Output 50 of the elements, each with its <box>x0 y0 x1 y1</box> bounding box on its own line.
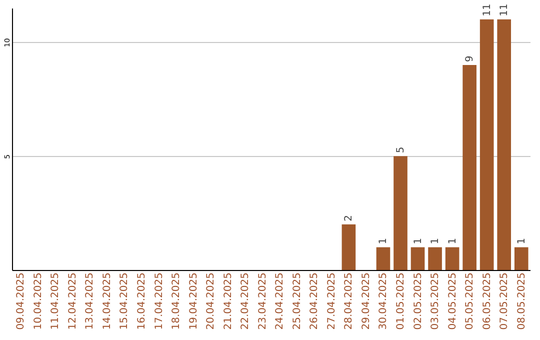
x-tick-label: 02.05.2025 <box>412 272 424 330</box>
bar <box>428 247 442 270</box>
data-label: 1 <box>516 238 528 244</box>
bar <box>376 247 390 270</box>
x-tick-label: 06.05.2025 <box>482 272 493 330</box>
x-tick-label: 09.04.2025 <box>16 272 27 330</box>
x-tick-label: 27.04.2025 <box>326 272 338 330</box>
x-tick-label: 25.04.2025 <box>292 272 303 330</box>
bar <box>480 19 494 270</box>
data-label: 5 <box>396 146 406 154</box>
x-tick-label: 21.04.2025 <box>222 272 234 330</box>
x-tick-label: 26.04.2025 <box>309 272 320 330</box>
x-tick-label: 18.04.2025 <box>171 272 182 330</box>
data-label: 1 <box>378 238 390 244</box>
x-tick-label: 14.04.2025 <box>102 272 113 330</box>
x-tick-label: 15.04.2025 <box>119 272 130 330</box>
x-tick-label: 24.04.2025 <box>274 272 286 330</box>
x-tick-label: 07.05.2025 <box>499 272 510 330</box>
x-tick-label: 22.04.2025 <box>240 272 252 330</box>
data-label: 1 <box>447 238 458 244</box>
bar <box>445 247 460 270</box>
x-tick-label: 05.05.2025 <box>464 272 476 330</box>
data-label: 1 <box>412 238 424 244</box>
data-label: 2 <box>344 215 355 222</box>
bar <box>410 247 425 270</box>
bar <box>497 19 512 270</box>
x-tick-label: 08.05.2025 <box>516 272 528 330</box>
x-tick-label: 17.04.2025 <box>154 272 165 330</box>
x-tick-label: 13.04.2025 <box>84 272 96 330</box>
x-tick-label: 28.04.2025 <box>344 272 355 330</box>
bar <box>342 224 356 270</box>
bar <box>514 247 528 270</box>
x-tick-label: 16.04.2025 <box>136 272 148 330</box>
x-tick-label: 23.04.2025 <box>257 272 268 330</box>
data-label: 1 <box>430 238 442 244</box>
x-tick-label: 04.05.2025 <box>447 272 458 330</box>
data-label: 9 <box>464 56 476 62</box>
bar <box>394 156 408 270</box>
data-label: 11 <box>482 4 493 16</box>
x-tick-label: 29.04.2025 <box>360 272 372 330</box>
data-label: 11 <box>499 4 510 16</box>
x-tick-label: 12.04.2025 <box>67 272 78 330</box>
x-tick-label: 03.05.2025 <box>430 272 442 330</box>
x-tick-label: 20.04.2025 <box>206 272 217 330</box>
x-tick-label: 01.05.2025 <box>396 272 406 330</box>
x-tick-label: 10.04.2025 <box>32 272 44 330</box>
x-tick-label: 30.04.2025 <box>378 272 390 330</box>
x-tick-label: 11.04.2025 <box>50 272 62 330</box>
bar <box>462 64 476 270</box>
x-tick-label: 19.04.2025 <box>188 272 200 330</box>
